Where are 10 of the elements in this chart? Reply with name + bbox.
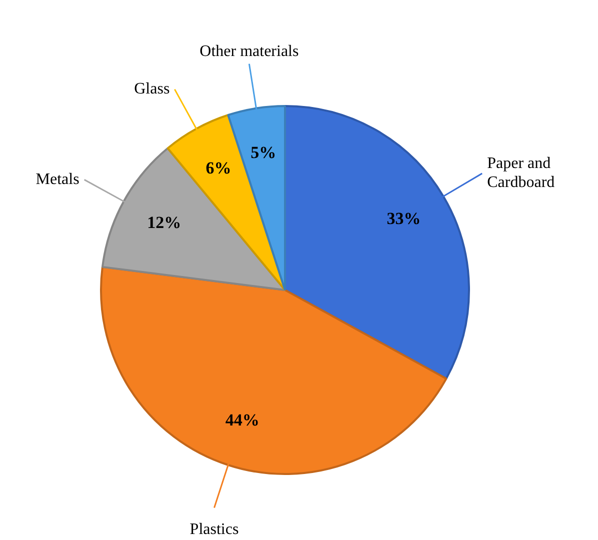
slice-label: Plastics	[190, 520, 239, 538]
data-label: 44%	[225, 410, 260, 430]
data-label: 6%	[206, 158, 232, 178]
slice-label: Glass	[134, 80, 170, 98]
data-label: 12%	[147, 212, 182, 232]
slice-label: Other materials	[200, 43, 299, 60]
data-label: 33%	[386, 209, 421, 228]
data-label: 5%	[250, 143, 276, 162]
slice-label: Paper and Cardboard	[487, 155, 555, 192]
slice-label: Metals	[36, 170, 80, 188]
